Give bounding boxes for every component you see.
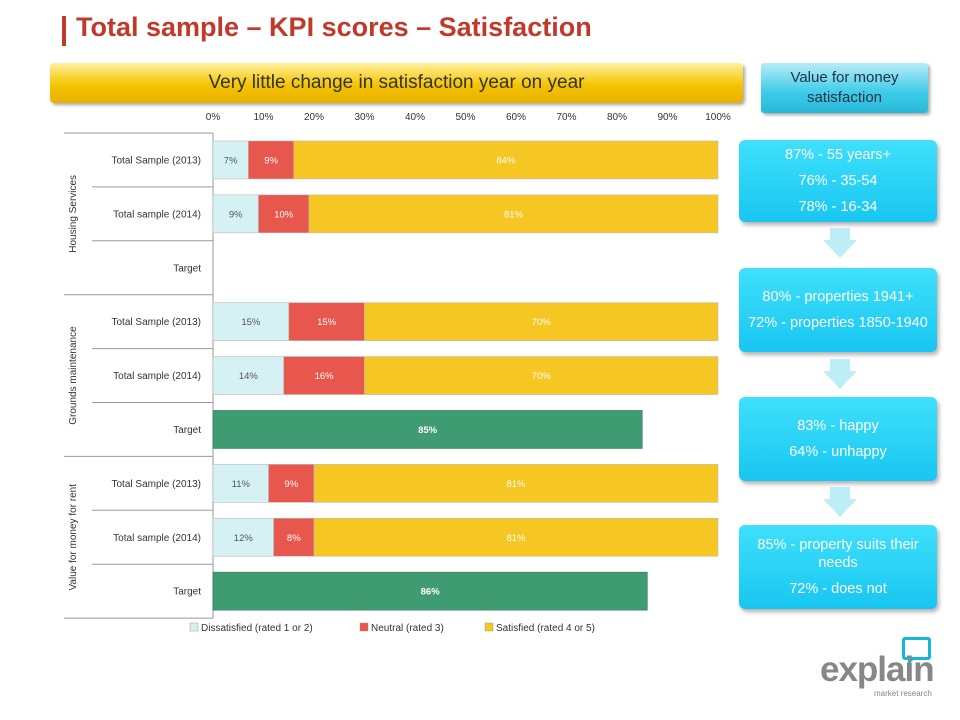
neutral-value-label: 9% [284, 479, 298, 490]
legend-label: Dissatisfied (rated 1 or 2) [201, 623, 313, 634]
box-line: 72% - properties 1850-1940 [748, 315, 928, 331]
satisfied-value-label: 81% [504, 209, 524, 220]
legend-swatch [359, 622, 369, 632]
x-tick-label: 60% [506, 112, 526, 123]
neutral-bar-segment [273, 517, 315, 557]
satisfied-bar-segment [364, 356, 719, 395]
happiness-box: 83% - happy 64% - unhappy [739, 397, 937, 481]
value-for-money-header-text: Value for money satisfaction [790, 69, 899, 106]
box-line: 85% - property suits their needs [757, 537, 919, 571]
summary-banner-text: Very little change in satisfaction year … [208, 72, 585, 93]
target-value-label: 85% [418, 425, 438, 436]
box-line: 78% - 16-34 [798, 199, 878, 215]
satisfied-bar-segment [293, 140, 719, 180]
neutral-bar-segment [268, 464, 315, 503]
box-line: 72% - does not [789, 581, 887, 597]
dissatisfied-bar-segment [212, 517, 274, 557]
neutral-bar-segment [283, 356, 365, 395]
box-line: 87% - 55 years+ [785, 147, 891, 163]
x-tick-label: 0% [206, 112, 221, 123]
dissatisfied-bar-segment [212, 302, 290, 341]
satisfied-bar-segment [308, 194, 719, 234]
value-for-money-header: Value for money satisfaction [761, 63, 928, 113]
group-label: Value for money for rent [68, 484, 79, 591]
category-label: Total Sample (2013) [112, 155, 202, 166]
satisfied-bar-segment [313, 464, 719, 503]
speech-bubble-icon [902, 637, 931, 660]
x-tick-label: 40% [405, 112, 425, 123]
legend-swatch [484, 622, 494, 632]
x-tick-label: 70% [556, 112, 576, 123]
target-value-label: 86% [421, 587, 441, 598]
satisfied-bar-segment [364, 302, 719, 341]
category-label: Target [173, 425, 201, 436]
down-arrow-icon [823, 359, 857, 389]
dissatisfied-value-label: 7% [224, 155, 238, 166]
satisfaction-stacked-bar-chart: 0% 10% 20% 30% 40% 50% 60% 70% 80% 90% 100% Housing… [64, 112, 731, 634]
neutral-value-label: 9% [264, 155, 278, 166]
target-bar [212, 571, 648, 611]
category-label: Total sample (2014) [113, 371, 201, 382]
dissatisfied-bar-segment [212, 356, 284, 395]
down-arrow-icon [823, 228, 857, 258]
category-label: Total sample (2014) [113, 533, 201, 544]
box-line: 76% - 35-54 [798, 173, 878, 189]
x-tick-label: 90% [657, 112, 677, 123]
property-needs-box: 85% - property suits their needs 72% - d… [739, 525, 937, 609]
legend-swatch [189, 622, 199, 632]
satisfied-value-label: 70% [532, 317, 552, 328]
dissatisfied-value-label: 11% [232, 479, 251, 490]
satisfied-bar-segment [313, 517, 719, 557]
legend-label: Satisfied (rated 4 or 5) [496, 623, 595, 634]
property-age-box: 80% - properties 1941+ 72% - properties … [739, 268, 937, 352]
box-line: 80% - properties 1941+ [762, 289, 914, 305]
x-tick-label: 50% [455, 112, 475, 123]
x-tick-label: 10% [253, 112, 273, 123]
legend-label: Neutral (rated 3) [371, 623, 444, 634]
x-tick-label: 30% [354, 112, 374, 123]
x-tick-label: 80% [607, 112, 627, 123]
company-logo: explain [820, 650, 935, 689]
company-logo-tagline: market research [874, 689, 932, 698]
dissatisfied-value-label: 14% [239, 371, 259, 382]
category-label: Total Sample (2013) [112, 317, 202, 328]
dissatisfied-value-label: 12% [234, 533, 254, 544]
satisfied-value-label: 81% [506, 533, 526, 544]
dissatisfied-value-label: 15% [241, 317, 261, 328]
category-label: Target [173, 587, 201, 598]
satisfied-value-label: 81% [506, 479, 526, 490]
dissatisfied-bar-segment [212, 464, 269, 503]
neutral-bar-segment [248, 140, 295, 180]
box-line: 83% - happy [797, 418, 879, 434]
box-line: 64% - unhappy [789, 444, 887, 460]
x-tick-label: 100% [705, 112, 731, 123]
satisfied-value-label: 70% [532, 371, 552, 382]
age-breakdown-box: 87% - 55 years+ 76% - 35-54 78% - 16-34 [739, 140, 937, 222]
target-bar [212, 410, 643, 449]
neutral-value-label: 15% [317, 317, 337, 328]
neutral-bar-segment [258, 194, 310, 234]
category-label: Total sample (2014) [113, 209, 201, 220]
neutral-value-label: 16% [315, 371, 335, 382]
group-label: Grounds maintenance [68, 326, 79, 425]
summary-banner: Very little change in satisfaction year … [50, 63, 743, 103]
neutral-value-label: 10% [274, 209, 294, 220]
x-tick-label: 20% [304, 112, 324, 123]
neutral-value-label: 8% [287, 533, 301, 544]
satisfied-value-label: 84% [496, 155, 516, 166]
category-label: Total Sample (2013) [112, 479, 202, 490]
group-label: Housing Services [68, 175, 79, 253]
title-accent-bar [62, 16, 66, 46]
dissatisfied-value-label: 9% [229, 209, 243, 220]
dissatisfied-bar-segment [212, 194, 259, 234]
category-label: Target [173, 263, 201, 274]
down-arrow-icon [823, 487, 857, 517]
page-title: Total sample – KPI scores – Satisfaction [76, 12, 592, 42]
